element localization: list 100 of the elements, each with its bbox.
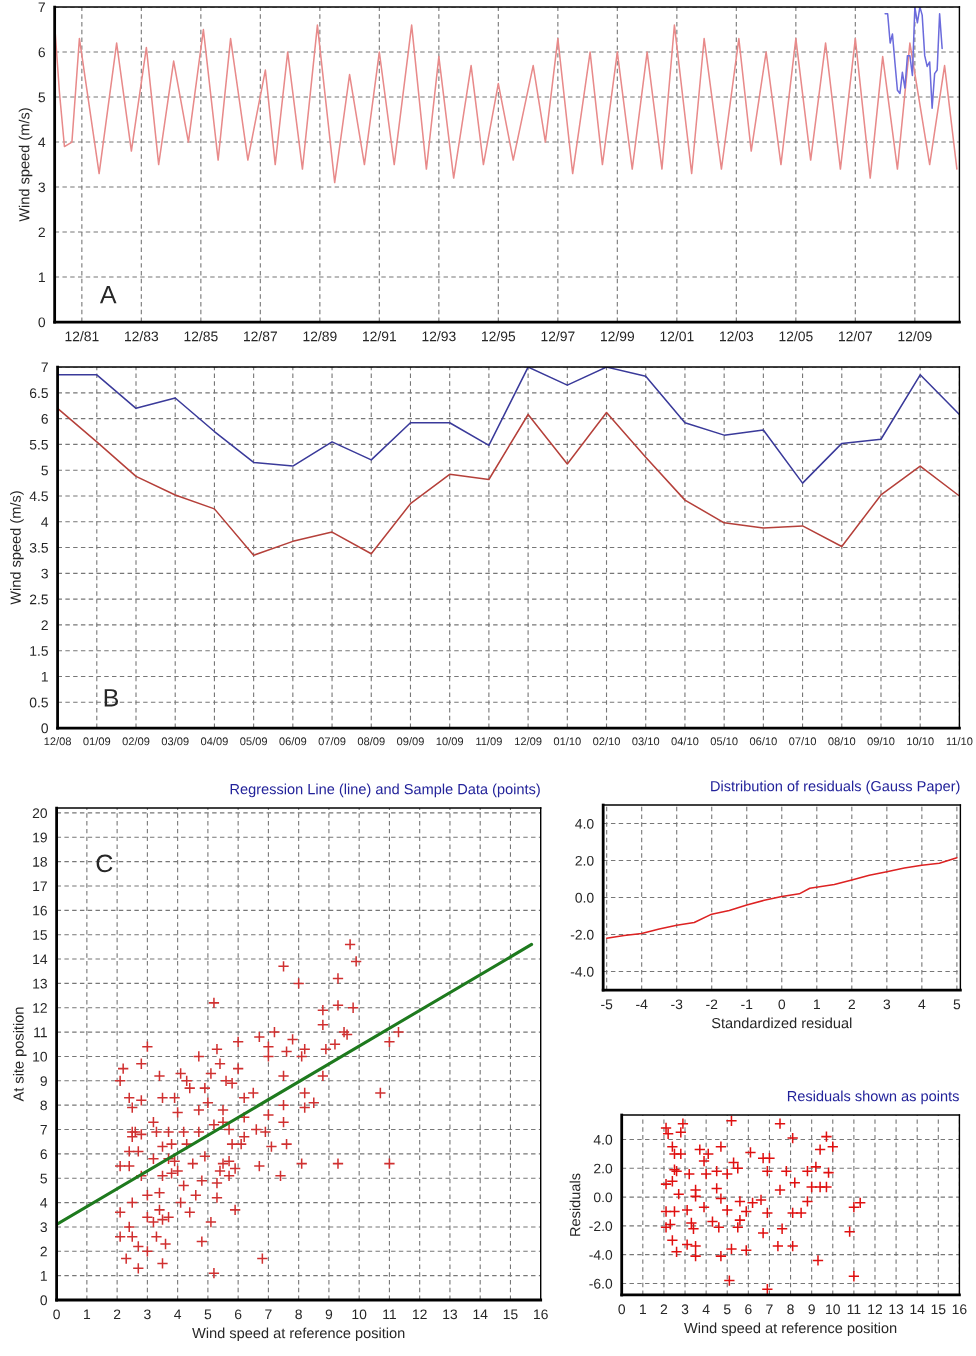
x-tick-label: 5 (723, 1304, 731, 1315)
x-tick-label: 12/81 (65, 331, 99, 342)
x-tick-label: 5 (953, 999, 961, 1010)
x-tick-label: 1 (813, 999, 820, 1010)
y-tick-label: -6.0 (589, 1278, 613, 1289)
y-tick-label: 2.5 (29, 594, 48, 605)
y-tick-label: 7 (38, 2, 45, 13)
x-tick-label: 10 (826, 1304, 840, 1315)
line-series (884, 7, 943, 110)
x-tick-label: -2 (706, 999, 718, 1010)
y-tick-label: 4.0 (575, 818, 594, 829)
x-tick-label: 3 (681, 1304, 689, 1315)
x-tick-label: 8 (787, 1304, 794, 1315)
x-tick-label: 15 (931, 1304, 946, 1315)
y-tick-label: 5.5 (29, 439, 48, 450)
y-tick-label: 17 (33, 881, 47, 892)
y-tick-label: 3 (40, 1222, 47, 1233)
x-axis-title: Standardized residual (711, 1017, 852, 1029)
x-tick-label: 7 (265, 1309, 272, 1320)
x-tick-label: 12/95 (482, 331, 516, 342)
x-tick-label: 04/10 (671, 737, 699, 746)
y-tick-label: 7 (41, 362, 48, 373)
x-tick-label: 12 (868, 1304, 883, 1315)
x-tick-label: 12/83 (125, 331, 159, 342)
x-tick-label: 14 (473, 1309, 488, 1320)
x-tick-label: 08/10 (828, 737, 856, 746)
y-tick-label: 3 (41, 568, 48, 579)
line-series (605, 857, 958, 939)
x-tick-label: 11/10 (946, 737, 973, 746)
x-tick-label: 02/09 (122, 737, 150, 746)
x-tick-label: 01/10 (553, 737, 581, 746)
y-axis-title: Residuals (569, 1173, 581, 1236)
x-tick-label: 01/09 (83, 737, 111, 746)
y-tick-label: 5 (41, 465, 48, 476)
x-tick-label: 7 (766, 1304, 773, 1315)
x-tick-label: 11 (383, 1309, 396, 1320)
y-tick-label: 0.0 (593, 1192, 613, 1203)
x-tick-label: 02/10 (593, 737, 620, 746)
x-tick-label: 16 (952, 1304, 967, 1315)
x-tick-label: 0 (53, 1309, 60, 1320)
x-tick-label: 2 (660, 1304, 668, 1315)
x-tick-label: 05/10 (710, 737, 738, 746)
x-tick-label: 8 (295, 1309, 302, 1320)
y-tick-label: 6 (41, 413, 48, 424)
x-axis-title: Wind speed at reference position (684, 1322, 897, 1337)
x-tick-label: 10/09 (436, 737, 464, 746)
x-tick-label: 4 (174, 1309, 182, 1320)
x-tick-label: -1 (741, 999, 753, 1010)
y-tick-label: 6.5 (29, 388, 48, 399)
y-tick-label: 2.0 (575, 855, 594, 866)
y-tick-label: 1 (41, 671, 48, 682)
x-tick-label: 09/10 (867, 737, 895, 746)
x-tick-label: 07/10 (789, 737, 817, 746)
y-tick-label: 6 (40, 1149, 47, 1160)
x-tick-label: 12/89 (303, 331, 337, 342)
x-tick-label: 14 (910, 1304, 925, 1315)
y-tick-label: 2 (38, 227, 45, 238)
x-tick-label: 07/09 (318, 737, 346, 746)
y-tick-label: 3.5 (29, 542, 48, 553)
x-tick-label: 12/01 (660, 331, 694, 342)
x-tick-label: 03/09 (161, 737, 189, 746)
y-tick-label: 0.0 (575, 892, 594, 903)
annotation: A (99, 285, 117, 304)
x-tick-label: 12/03 (720, 331, 754, 342)
x-tick-label: 12/09 (515, 737, 542, 746)
chart-title: Residuals shown as points (787, 1090, 959, 1105)
y-tick-label: 4.0 (593, 1134, 613, 1145)
y-tick-label: 20 (32, 808, 48, 819)
y-tick-label: 7 (40, 1124, 47, 1135)
x-axis-title: Wind speed at reference position (192, 1327, 405, 1342)
x-tick-label: 0 (778, 999, 786, 1010)
x-tick-label: 4 (702, 1304, 710, 1315)
y-tick-label: 8 (40, 1100, 47, 1111)
line-series (54, 24, 958, 184)
y-tick-label: 4 (41, 517, 49, 527)
y-tick-label: -4.0 (589, 1250, 613, 1260)
x-tick-label: 06/09 (279, 737, 307, 746)
x-tick-label: 3 (883, 999, 891, 1010)
x-tick-label: 06/10 (749, 737, 777, 746)
y-tick-label: 2 (41, 620, 48, 630)
x-tick-label: 10 (352, 1309, 367, 1320)
y-tick-label: 10 (33, 1051, 48, 1062)
x-tick-label: 05/09 (240, 737, 268, 746)
x-tick-label: 6 (234, 1309, 242, 1320)
y-tick-label: 1 (40, 1271, 47, 1281)
x-tick-label: -5 (601, 999, 613, 1010)
y-tick-label: 9 (40, 1076, 47, 1086)
y-axis-title: At site position (12, 1007, 27, 1102)
y-axis-title: Wind speed (m/s) (10, 491, 24, 605)
y-tick-label: 14 (33, 954, 48, 965)
y-tick-label: 4 (38, 137, 46, 148)
y-tick-label: 0 (41, 723, 49, 734)
y-tick-label: 0.5 (29, 697, 48, 708)
x-tick-label: 16 (534, 1309, 548, 1320)
x-tick-label: -4 (636, 999, 648, 1010)
y-tick-label: 6 (38, 47, 46, 58)
x-tick-label: 04/09 (200, 737, 228, 746)
x-tick-label: 12 (413, 1309, 427, 1320)
y-tick-label: 0 (40, 1295, 48, 1306)
y-tick-label: 18 (33, 856, 47, 867)
